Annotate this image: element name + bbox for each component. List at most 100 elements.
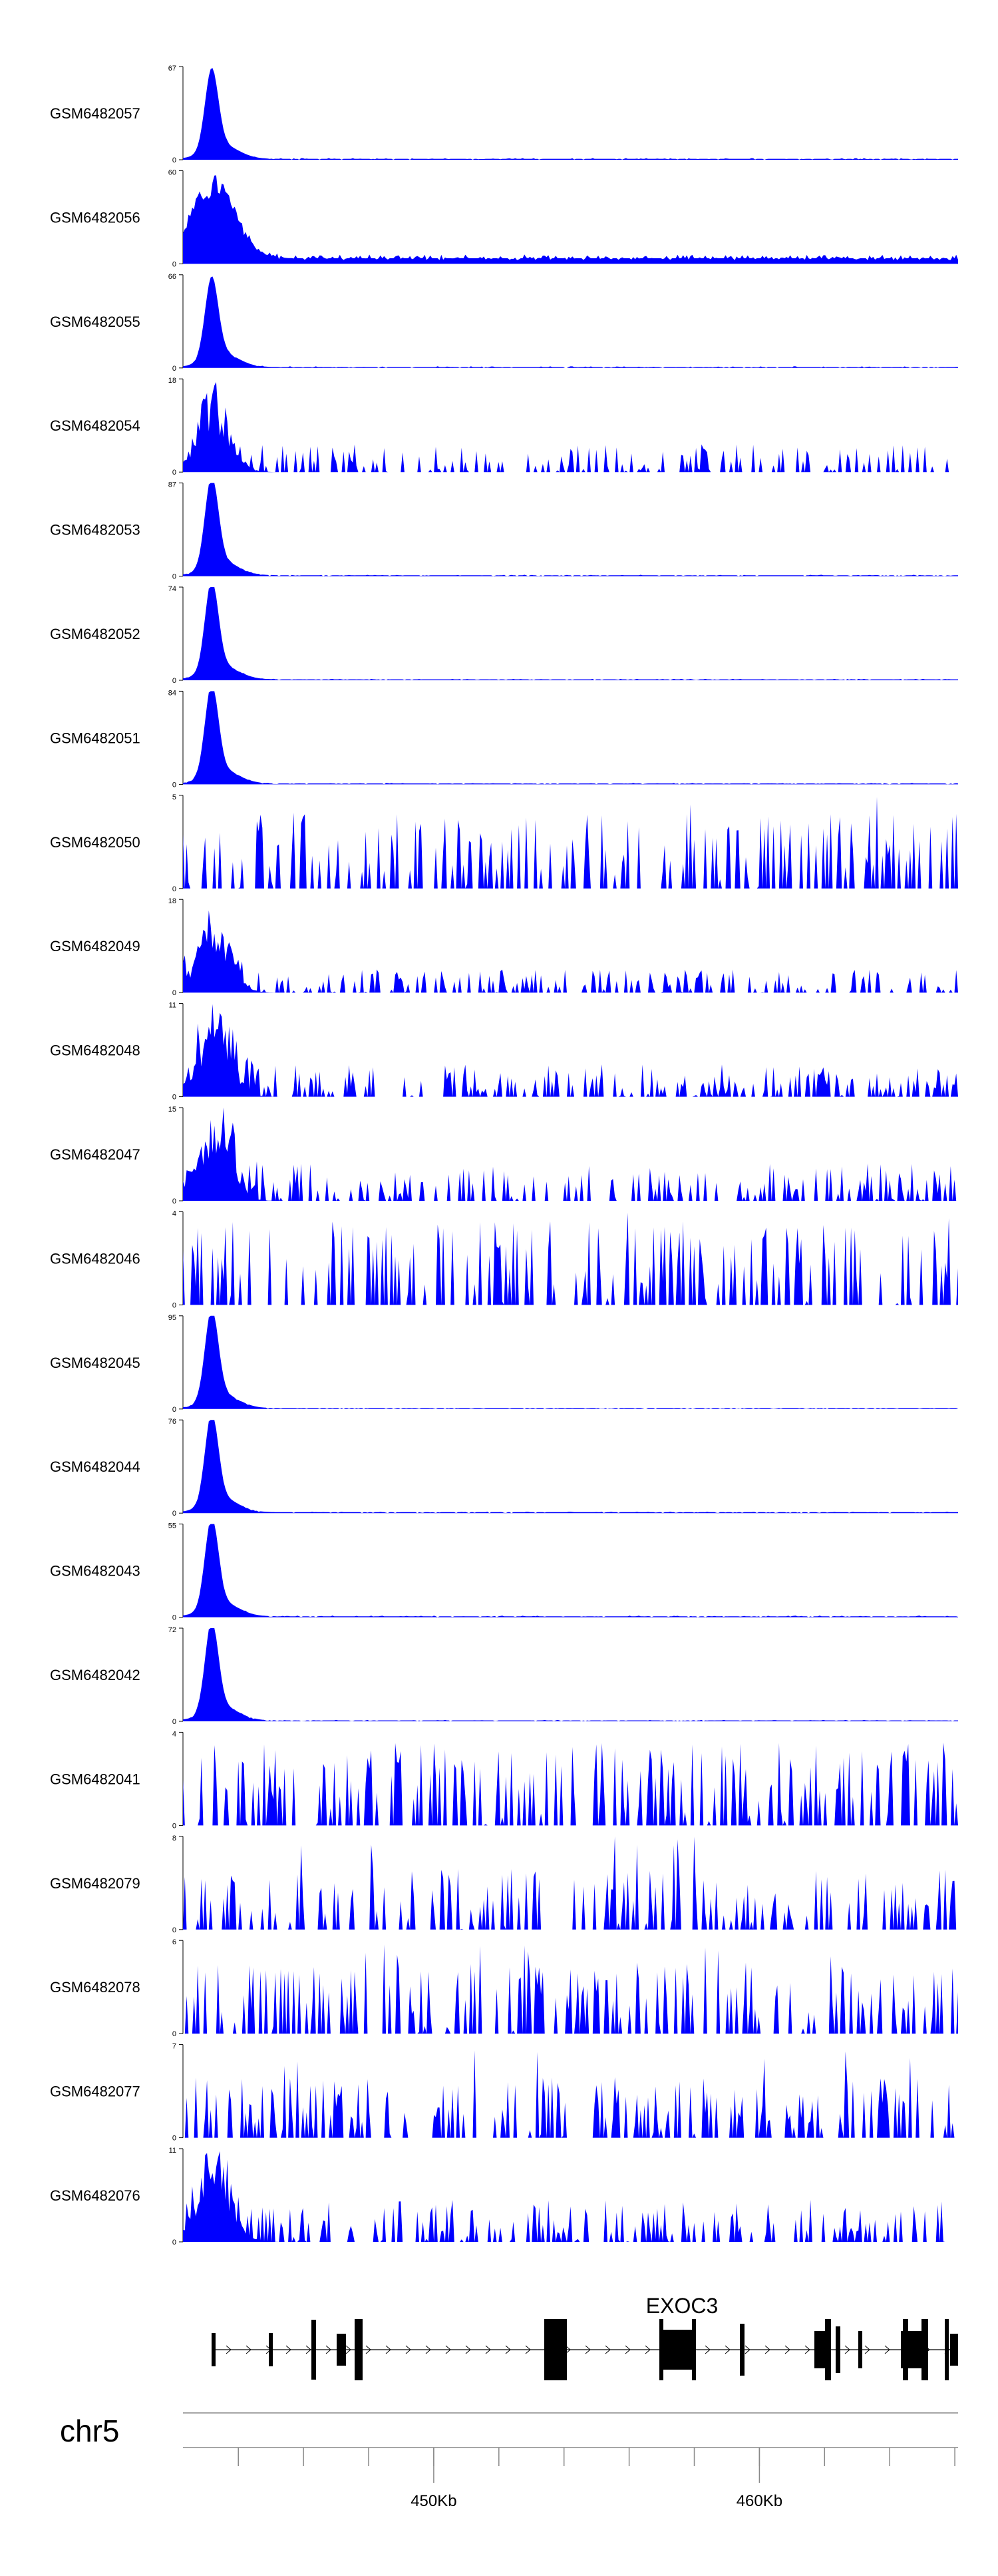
track-label: GSM6482076 <box>50 2187 140 2204</box>
ymax-tick: 7 <box>172 2043 176 2051</box>
track-label: GSM6482048 <box>50 1042 140 1059</box>
strand-chevron <box>585 2345 591 2354</box>
track-GSM6482041: GSM6482041 4 0 <box>50 1730 958 1830</box>
track-GSM6482078: GSM6482078 6 0 <box>50 1938 958 2038</box>
coverage-area <box>183 1108 958 1201</box>
track-GSM6482055: GSM6482055 66 0 <box>50 273 958 373</box>
strand-chevron <box>485 2345 491 2354</box>
gene-exon <box>740 2324 745 2376</box>
strand-chevron <box>705 2345 711 2354</box>
coverage-area <box>183 1315 958 1409</box>
strand-chevron <box>465 2345 471 2354</box>
coverage-area <box>183 1420 958 1514</box>
track-GSM6482048: GSM6482048 11 0 <box>50 1002 958 1102</box>
coverage-area <box>183 68 958 160</box>
track-GSM6482050: GSM6482050 5 0 <box>50 793 958 893</box>
gene-exon <box>355 2319 363 2380</box>
gene-exon <box>814 2331 826 2368</box>
track-GSM6482044: GSM6482044 76 0 <box>50 1418 958 1518</box>
coverage-area <box>183 1004 958 1097</box>
gene-exon <box>661 2330 695 2370</box>
gene-exon <box>903 2319 908 2380</box>
ymax-tick: 11 <box>169 2147 176 2155</box>
track-GSM6482053: GSM6482053 87 0 <box>50 481 958 581</box>
track-label: GSM6482052 <box>50 626 140 642</box>
ymax-tick: 8 <box>172 1834 176 1842</box>
chromosome-axis: chr5 450Kb 460Kb <box>60 2412 958 2510</box>
ymax-tick: 15 <box>168 1106 176 1114</box>
track-GSM6482056: GSM6482056 60 0 <box>50 168 958 268</box>
track-GSM6482051: GSM6482051 84 0 <box>50 689 958 789</box>
strand-chevron <box>864 2345 870 2354</box>
coverage-area <box>183 797 958 889</box>
strand-chevron <box>804 2345 810 2354</box>
ymax-tick: 72 <box>168 1626 176 1634</box>
ymax-tick: 6 <box>172 1938 176 1946</box>
track-GSM6482077: GSM6482077 7 0 <box>50 2043 958 2143</box>
ymin-tick: 0 <box>172 1614 176 1622</box>
coverage-area <box>183 1742 958 1826</box>
coverage-area <box>183 1212 958 1305</box>
ymin-tick: 0 <box>172 260 176 268</box>
ymax-tick: 87 <box>168 481 176 489</box>
track-GSM6482052: GSM6482052 74 0 <box>50 585 958 685</box>
ymin-tick: 0 <box>172 1197 176 1205</box>
ymax-tick: 4 <box>172 1730 176 1738</box>
coverage-area <box>183 276 958 368</box>
ymin-tick: 0 <box>172 1510 176 1518</box>
x-axis-label: 450Kb <box>411 2492 456 2510</box>
track-label: GSM6482043 <box>50 1563 140 1580</box>
track-GSM6482043: GSM6482043 55 0 <box>50 1522 958 1622</box>
strand-chevron <box>525 2345 531 2354</box>
ymin-tick: 0 <box>172 1094 176 1102</box>
track-GSM6482054: GSM6482054 18 0 <box>50 377 958 477</box>
gene-track: EXOC3 <box>212 2294 958 2380</box>
strand-chevron <box>784 2345 790 2354</box>
strand-chevron <box>745 2345 750 2354</box>
ymax-tick: 84 <box>168 689 176 697</box>
gene-exon <box>337 2334 346 2366</box>
track-label: GSM6482047 <box>50 1146 140 1163</box>
ymin-tick: 0 <box>172 1718 176 1726</box>
track-label: GSM6482051 <box>50 730 140 746</box>
coverage-tracks: GSM6482057670GSM6482056600GSM6482055660G… <box>50 65 958 2247</box>
coverage-area <box>183 2151 958 2242</box>
coverage-area <box>183 587 958 680</box>
coverage-area <box>183 1628 958 1721</box>
track-GSM6482047: GSM6482047 15 0 <box>50 1106 958 1205</box>
coverage-area <box>183 910 958 993</box>
track-GSM6482049: GSM6482049 18 0 <box>50 897 958 997</box>
ymax-tick: 55 <box>168 1522 176 1530</box>
gene-exon <box>836 2326 840 2373</box>
track-GSM6482057: GSM6482057 67 0 <box>50 65 958 164</box>
gene-name-label: EXOC3 <box>646 2294 718 2318</box>
track-label: GSM6482045 <box>50 1355 140 1371</box>
ymin-tick: 0 <box>172 2030 176 2038</box>
ymax-tick: 67 <box>168 65 176 73</box>
strand-chevron <box>764 2345 770 2354</box>
ymin-tick: 0 <box>172 573 176 581</box>
coverage-area <box>183 483 958 576</box>
ymin-tick: 0 <box>172 1406 176 1414</box>
ymin-tick: 0 <box>172 156 176 164</box>
strand-chevron <box>725 2345 731 2354</box>
gene-exon <box>659 2319 663 2380</box>
ymax-tick: 76 <box>168 1418 176 1426</box>
track-label: GSM6482078 <box>50 1979 140 1996</box>
coverage-area <box>183 1836 958 1930</box>
strand-chevron <box>884 2345 890 2354</box>
gene-exon <box>311 2320 316 2380</box>
track-GSM6482045: GSM6482045 95 0 <box>50 1314 958 1414</box>
track-label: GSM6482057 <box>50 105 140 122</box>
track-label: GSM6482077 <box>50 2083 140 2100</box>
coverage-area <box>183 1524 958 1617</box>
strand-chevron <box>246 2345 251 2354</box>
gene-exon <box>825 2319 831 2380</box>
ymax-tick: 95 <box>168 1314 176 1322</box>
strand-chevron <box>385 2345 391 2354</box>
strand-chevron <box>445 2345 451 2354</box>
gene-exon <box>692 2319 696 2380</box>
track-label: GSM6482050 <box>50 834 140 851</box>
ymax-tick: 18 <box>168 897 176 905</box>
ymin-tick: 0 <box>172 365 176 373</box>
